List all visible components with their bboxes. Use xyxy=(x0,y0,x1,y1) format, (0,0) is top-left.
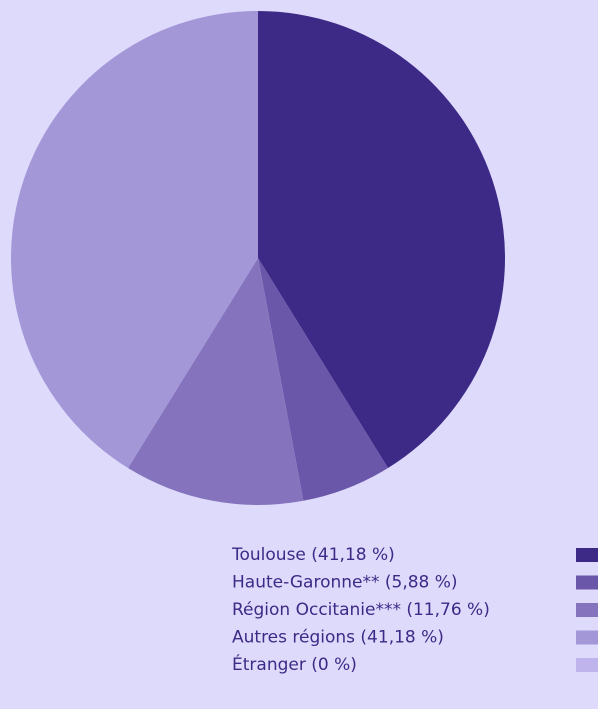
pie-slice xyxy=(11,11,258,469)
legend-swatch xyxy=(576,575,598,590)
pie-slice xyxy=(258,11,506,469)
legend-label: Étranger (0 %) xyxy=(232,653,357,675)
legend-swatch xyxy=(576,603,598,617)
legend-swatch xyxy=(576,548,598,562)
legend-label: Haute-Garonne** (5,88 %) xyxy=(232,573,458,593)
legend-label: Toulouse (41,18 %) xyxy=(231,545,395,565)
legend-swatch xyxy=(576,630,598,645)
legend-label: Région Occitanie*** (11,76 %) xyxy=(232,600,490,620)
pie-slice xyxy=(128,258,304,505)
legend-label: Autres régions (41,18 %) xyxy=(232,628,444,648)
legend-swatch xyxy=(576,658,598,672)
pie-slice xyxy=(258,258,388,501)
